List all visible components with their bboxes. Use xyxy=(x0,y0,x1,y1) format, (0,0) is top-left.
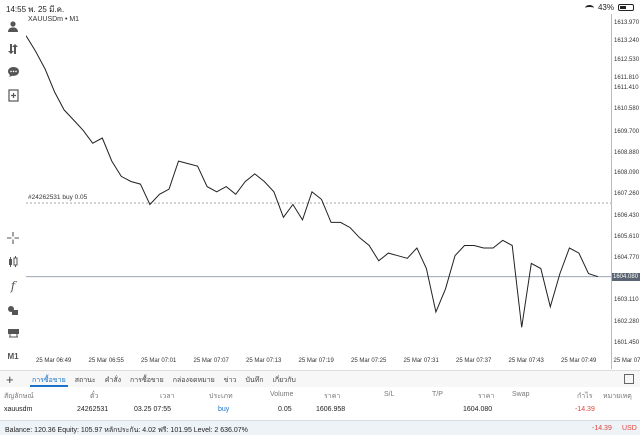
y-tick-label: 1605.610 xyxy=(614,233,640,240)
status-date: พ. 25 มี.ค. xyxy=(28,5,65,14)
col-profit: กำไร xyxy=(577,393,593,400)
tab-4[interactable]: การซื้อขาย xyxy=(130,377,164,384)
tab-3[interactable]: คำสั่ง xyxy=(104,377,122,384)
time-axis[interactable]: 25 Mar 06:49 25 Mar 06:55 25 Mar 07:01 25 M… xyxy=(26,358,640,370)
terminal-tabs: + การซื้อขาย สถานะ คำสั่ง การซื้อขาย กล่องจด… xyxy=(0,370,640,387)
positions-header: สัญลักษณ์ ตั๋ว เวลา ประเภท Volume ราคา S… xyxy=(0,388,640,402)
x-tick-label: 25 Mar 07:01 xyxy=(141,358,177,364)
col-tp: T/P xyxy=(432,391,443,398)
col-ticket: ตั๋ว xyxy=(90,393,99,400)
col-sl: S/L xyxy=(384,391,395,398)
price-chart[interactable]: XAUUSDm • M1 #24262531 buy 0.05 xyxy=(26,14,614,369)
chat-icon[interactable] xyxy=(4,64,22,80)
y-tick-label: 1611.410 xyxy=(614,85,639,92)
row-type: buy xyxy=(218,406,230,413)
account-icon[interactable] xyxy=(4,18,22,34)
tab-list: การซื้อขาย สถานะ คำสั่ง การซื้อขาย กล่องจดหม… xyxy=(32,375,296,386)
battery-fill xyxy=(620,6,627,9)
x-tick-label: 25 Mar 07:55 xyxy=(613,358,640,364)
floating-profit: -14.39 xyxy=(592,425,612,432)
x-tick-label: 25 Mar 07:43 xyxy=(508,358,544,364)
tab-7[interactable]: บันทึก xyxy=(245,377,264,384)
y-tick-label: 1611.810 xyxy=(614,74,639,81)
chart-toolbar: f M1 xyxy=(0,14,26,369)
x-tick-label: 25 Mar 07:07 xyxy=(193,358,229,364)
battery-icon xyxy=(618,4,634,11)
timeframe-icon[interactable]: M1 xyxy=(7,351,19,361)
y-tick-label: 1609.700 xyxy=(614,128,640,135)
chart-type-icon[interactable] xyxy=(4,254,22,270)
tab-8[interactable]: เกี่ยวกับ xyxy=(272,377,296,384)
wifi-icon xyxy=(584,4,594,11)
row-volume: 0.05 xyxy=(278,406,292,413)
col-price2: ราคา xyxy=(478,393,495,400)
price-axis[interactable]: 1613.970 1613.240 1612.530 1611.810 1611.410… xyxy=(611,14,640,369)
status-time: 14:55 xyxy=(6,5,27,14)
col-comment: หมายเหตุ xyxy=(603,393,632,400)
function-icon[interactable]: f xyxy=(10,279,16,293)
chart-symbol-label: XAUUSDm • M1 xyxy=(28,16,80,23)
order-level-label[interactable]: #24262531 buy 0.05 xyxy=(28,194,88,202)
col-time: เวลา xyxy=(160,393,175,400)
y-tick-label: 1602.280 xyxy=(614,318,640,325)
y-tick-label: 1613.970 xyxy=(614,19,640,26)
objects-icon[interactable] xyxy=(4,302,22,318)
new-order-icon[interactable] xyxy=(4,87,22,103)
y-tick-label: 1607.260 xyxy=(614,191,640,198)
y-tick-label: 1606.430 xyxy=(614,212,640,219)
y-tick-label: 1610.580 xyxy=(614,106,640,113)
col-symbol: สัญลักษณ์ xyxy=(4,393,34,400)
chart-canvas xyxy=(26,35,614,328)
y-tick-label: 1603.110 xyxy=(614,297,639,304)
expand-panel-icon[interactable] xyxy=(624,374,634,384)
templates-icon[interactable] xyxy=(4,325,22,341)
y-tick-label: 1601.450 xyxy=(614,339,640,346)
col-price: ราคา xyxy=(324,393,341,400)
status-bar: 14:55 พ. 25 มี.ค. 43% xyxy=(0,0,640,14)
x-tick-label: 25 Mar 07:31 xyxy=(403,358,439,364)
crosshair-icon[interactable] xyxy=(4,230,22,246)
x-tick-label: 25 Mar 07:37 xyxy=(456,358,492,364)
row-ticket: 24262531 xyxy=(77,406,109,413)
battery-percent: 43% xyxy=(597,3,614,12)
x-tick-label: 25 Mar 07:49 xyxy=(561,358,597,364)
trade-arrows-icon[interactable] xyxy=(4,41,22,57)
status-right: 43% xyxy=(584,3,634,12)
col-type: ประเภท xyxy=(209,393,233,400)
y-tick-label: 1604.770 xyxy=(614,255,640,262)
tab-2[interactable]: สถานะ xyxy=(74,377,96,384)
x-tick-label: 25 Mar 07:25 xyxy=(351,358,387,364)
account-currency: USD xyxy=(622,425,637,432)
col-volume: Volume xyxy=(270,391,294,398)
x-tick-label: 25 Mar 07:13 xyxy=(246,358,282,364)
y-tick-label: 1613.240 xyxy=(614,38,640,45)
tab-6[interactable]: ข่าว xyxy=(223,377,237,384)
account-summary: Balance: 120.36 Equity: 105.97 หลักประกั… xyxy=(0,420,640,435)
col-swap: Swap xyxy=(512,391,530,398)
price-series-line xyxy=(26,35,599,328)
tab-5[interactable]: กล่องจดหมาย xyxy=(172,377,215,384)
row-profit: -14.39 xyxy=(575,406,595,413)
row-symbol: xauusdm xyxy=(4,406,33,413)
status-time-date: 14:55 พ. 25 มี.ค. xyxy=(6,3,64,16)
tab-1[interactable]: การซื้อขาย xyxy=(32,377,66,384)
x-tick-label: 25 Mar 07:19 xyxy=(298,358,334,364)
active-tab-indicator xyxy=(30,385,68,387)
row-time: 03.25 07:55 xyxy=(134,406,171,413)
account-summary-text: Balance: 120.36 Equity: 105.97 หลักประกั… xyxy=(5,427,248,434)
table-row[interactable]: xauusdm 24262531 03.25 07:55 buy 0.05 16… xyxy=(0,403,640,417)
row-open-price: 1606.958 xyxy=(316,406,346,413)
y-tick-label: 1612.530 xyxy=(614,56,640,63)
x-tick-label: 25 Mar 06:49 xyxy=(36,358,72,364)
x-tick-label: 25 Mar 06:55 xyxy=(88,358,124,364)
y-tick-label: 1608.090 xyxy=(614,170,640,177)
current-price-tag: 1604.080 xyxy=(612,272,640,281)
y-tick-label: 1608.880 xyxy=(614,149,640,156)
add-icon[interactable]: + xyxy=(6,372,14,387)
row-current-price: 1604.080 xyxy=(463,406,493,413)
